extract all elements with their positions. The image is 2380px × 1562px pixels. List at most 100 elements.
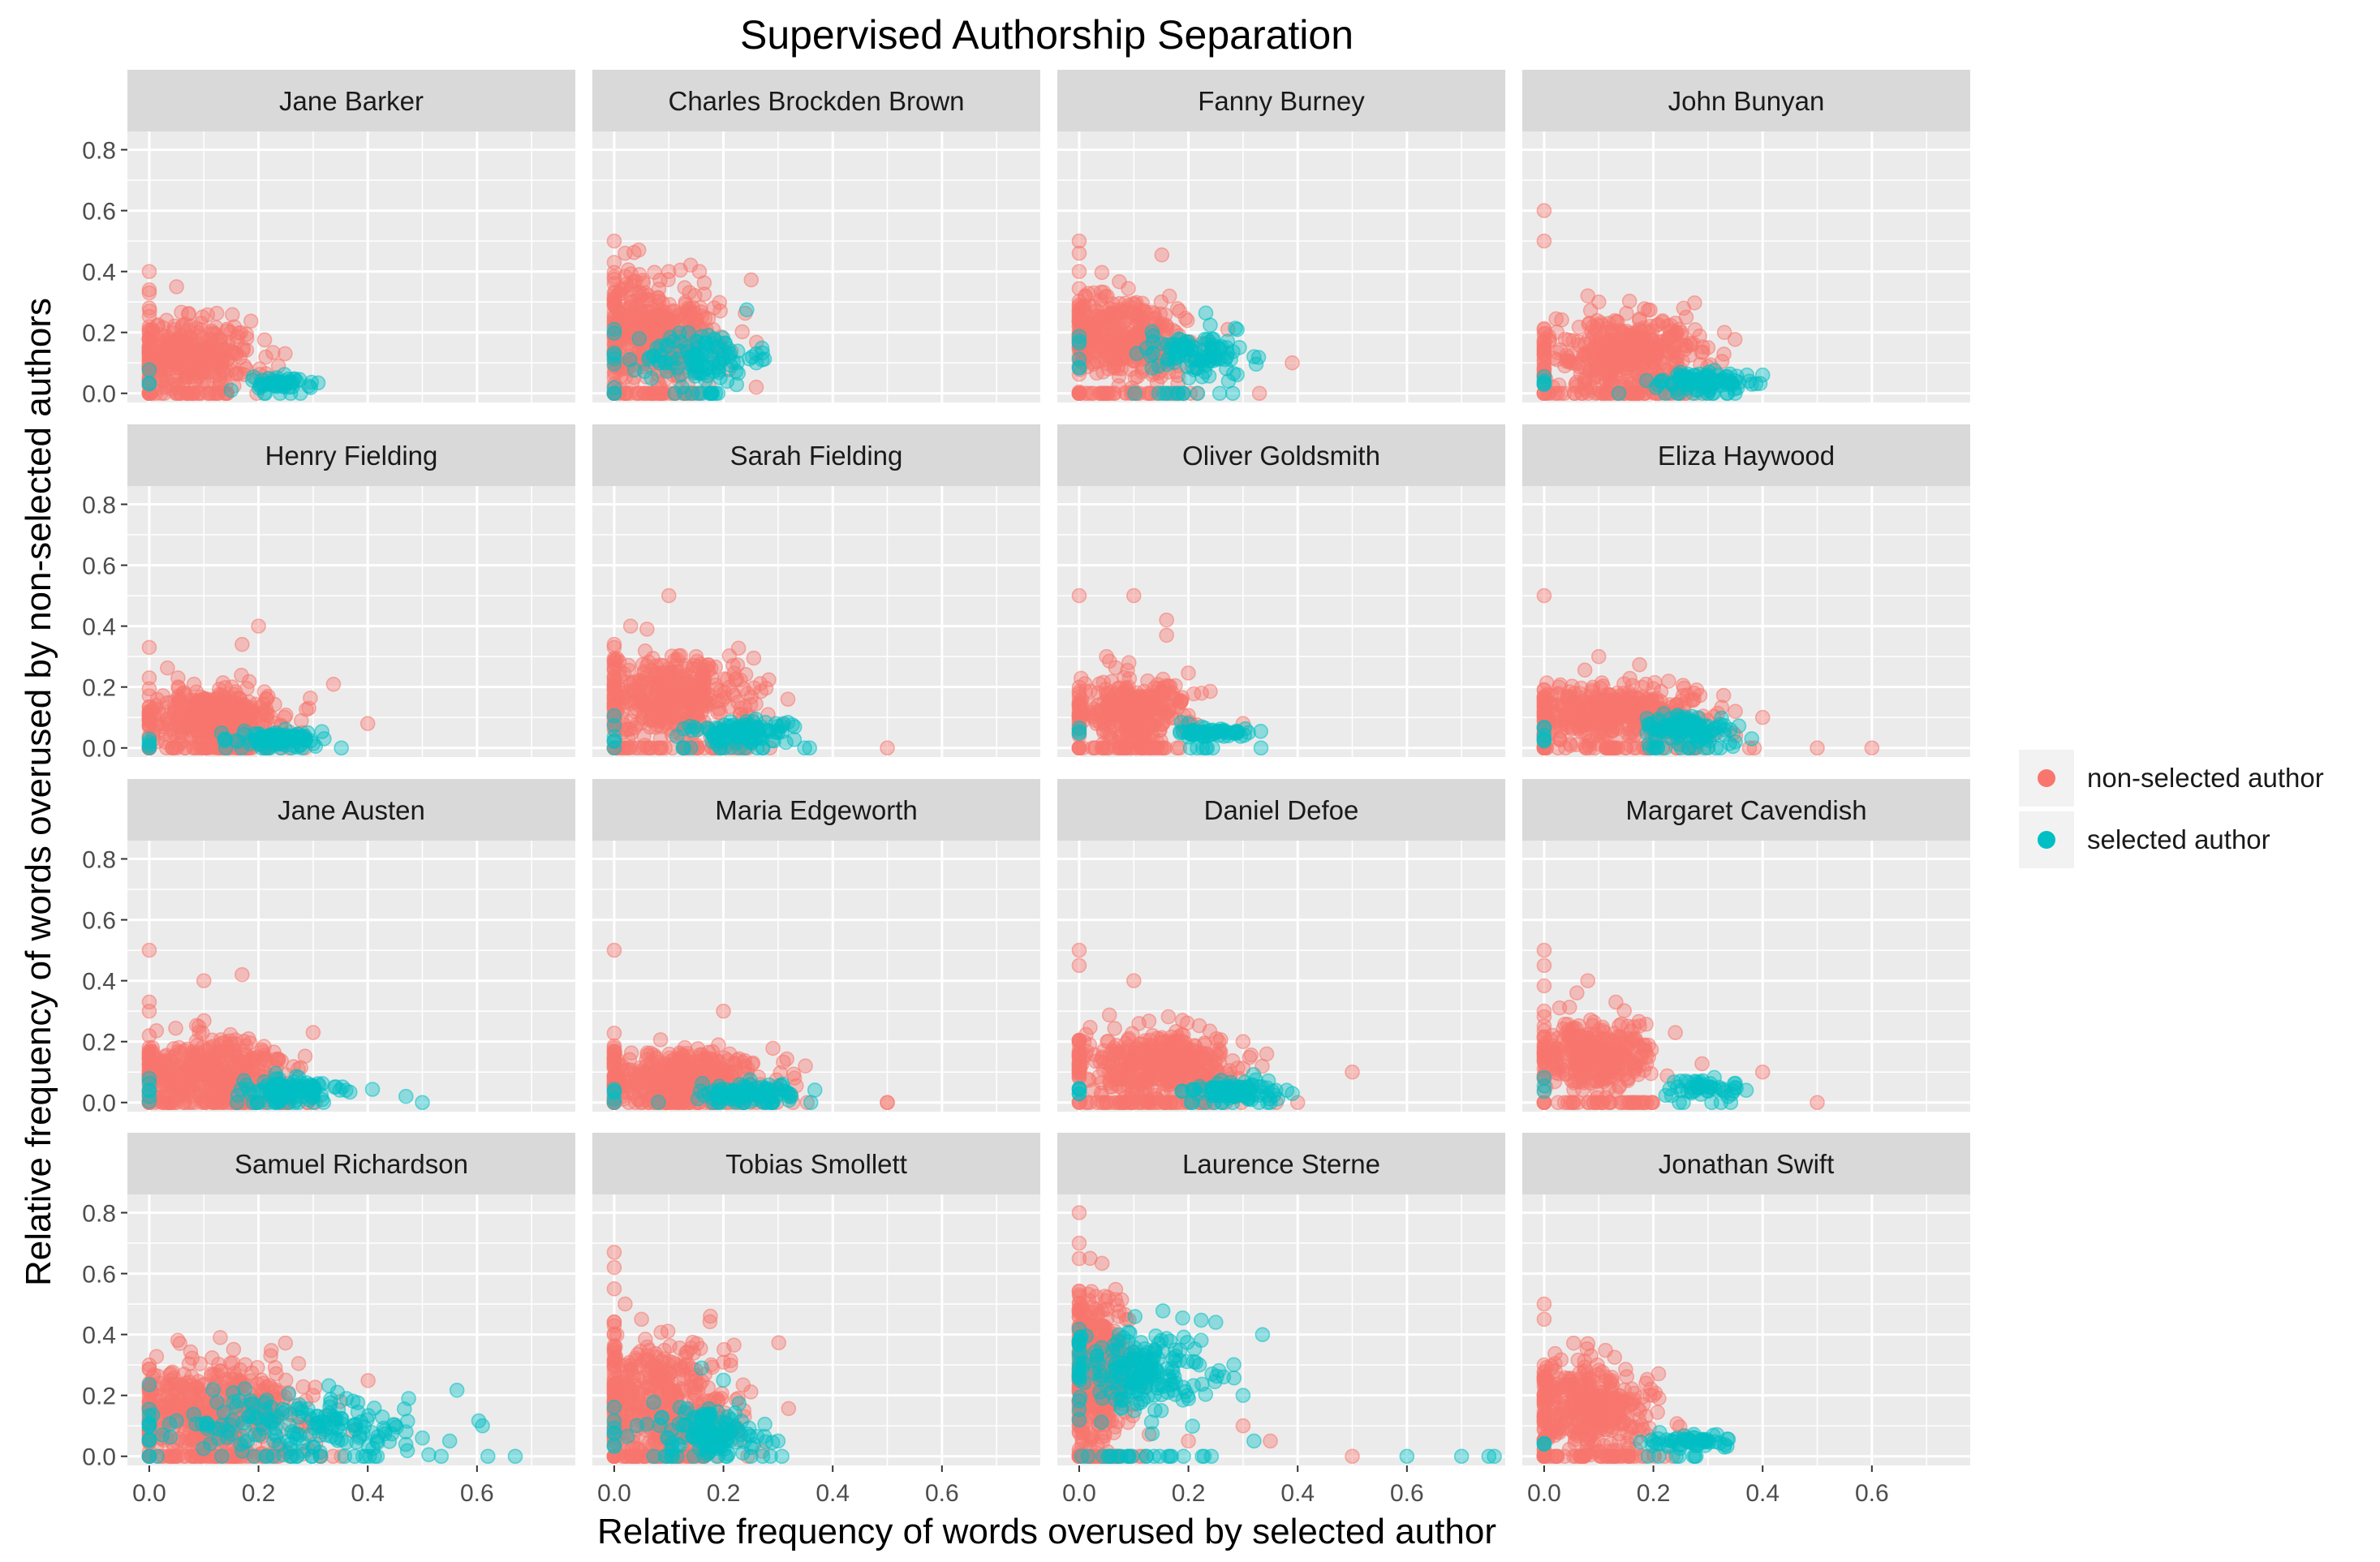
scatter-point — [1632, 656, 1647, 673]
scatter-point — [204, 385, 220, 402]
scatter-point — [289, 373, 304, 389]
y-tick-label: 0.2 — [82, 675, 116, 702]
scatter-point — [654, 385, 670, 402]
scatter-point — [177, 740, 193, 756]
scatter-point — [1658, 717, 1674, 734]
scatter-point — [695, 683, 711, 699]
scatter-point — [141, 330, 157, 346]
scatter-point — [1557, 716, 1573, 732]
scatter-point — [1085, 740, 1100, 756]
scatter-point — [1810, 740, 1825, 756]
scatter-point — [1536, 373, 1552, 389]
scatter-point — [1536, 720, 1552, 736]
scatter-point — [631, 331, 648, 346]
scatter-point — [682, 740, 699, 756]
y-tick-label: 0.0 — [82, 736, 116, 763]
data-points — [141, 264, 326, 402]
scatter-point — [141, 639, 157, 656]
scatter-point — [622, 618, 639, 634]
scatter-point — [141, 362, 157, 378]
scatter-point — [225, 307, 240, 323]
scatter-point — [1754, 709, 1771, 725]
scatter-point — [1253, 740, 1269, 756]
scatter-point — [158, 312, 174, 329]
scatter-point — [674, 343, 689, 359]
scatter-point — [606, 276, 622, 291]
scatter-point — [606, 380, 622, 396]
scatter-point — [325, 677, 342, 692]
scatter-point — [141, 264, 157, 279]
scatter-point — [729, 727, 745, 743]
facet-strip-label: Jane Austen — [278, 795, 425, 825]
scatter-point — [199, 740, 214, 756]
scatter-point — [748, 346, 764, 362]
scatter-point — [1132, 688, 1147, 704]
scatter-point — [1683, 337, 1699, 353]
scatter-point — [1622, 687, 1638, 704]
scatter-point — [1131, 325, 1147, 340]
scatter-point — [301, 700, 316, 716]
scatter-point — [1603, 355, 1620, 371]
scatter-point — [673, 367, 689, 382]
y-tick-label: 0.8 — [82, 138, 116, 165]
scatter-point — [671, 648, 686, 664]
scatter-point — [1577, 346, 1594, 362]
scatter-point — [1140, 673, 1156, 689]
scatter-point — [1583, 697, 1599, 712]
scatter-point — [1091, 676, 1108, 692]
scatter-point — [1598, 342, 1614, 358]
scatter-point — [1626, 740, 1642, 756]
scatter-point — [1625, 720, 1642, 735]
scatter-point — [669, 683, 685, 699]
scatter-point — [802, 740, 818, 756]
scatter-point — [661, 264, 677, 279]
scatter-point — [232, 691, 248, 708]
scatter-point — [1712, 372, 1728, 389]
scatter-point — [1071, 293, 1087, 309]
facet-strip-label: Eliza Haywood — [1658, 441, 1835, 471]
scatter-point — [1582, 740, 1598, 756]
scatter-point — [141, 300, 157, 316]
scatter-point — [1146, 694, 1161, 709]
scatter-point — [637, 643, 653, 659]
scatter-point — [1071, 385, 1087, 402]
scatter-point — [217, 740, 234, 756]
scatter-point — [725, 657, 741, 673]
scatter-point — [761, 672, 777, 688]
scatter-point — [657, 355, 674, 371]
scatter-point — [1071, 264, 1087, 279]
scatter-point — [278, 346, 293, 362]
scatter-point — [235, 636, 250, 652]
scatter-point — [606, 255, 622, 270]
scatter-point — [706, 300, 722, 316]
scatter-point — [1153, 294, 1169, 310]
scatter-point — [1071, 587, 1087, 604]
scatter-point — [1149, 740, 1165, 756]
scatter-point — [1285, 355, 1300, 371]
scatter-point — [1637, 301, 1652, 316]
scatter-point — [641, 291, 656, 308]
scatter-point — [1089, 354, 1105, 370]
scatter-point — [1219, 340, 1234, 355]
scatter-point — [316, 731, 332, 747]
scatter-point — [359, 716, 376, 732]
scatter-point — [1117, 312, 1134, 329]
scatter-point — [737, 699, 753, 715]
scatter-point — [661, 587, 677, 604]
scatter-point — [1607, 718, 1622, 734]
chart-title: Supervised Authorship Separation — [740, 12, 1354, 58]
scatter-point — [1687, 295, 1702, 311]
scatter-point — [181, 342, 197, 359]
scatter-point — [1685, 693, 1701, 708]
scatter-point — [682, 305, 699, 321]
scatter-point — [1099, 648, 1114, 665]
scatter-point — [606, 681, 622, 697]
scatter-point — [780, 691, 796, 708]
facet-panel: John Bunyan — [1522, 70, 1970, 402]
scatter-point — [1581, 385, 1596, 402]
scatter-point — [169, 279, 184, 295]
scatter-point — [1696, 740, 1712, 756]
